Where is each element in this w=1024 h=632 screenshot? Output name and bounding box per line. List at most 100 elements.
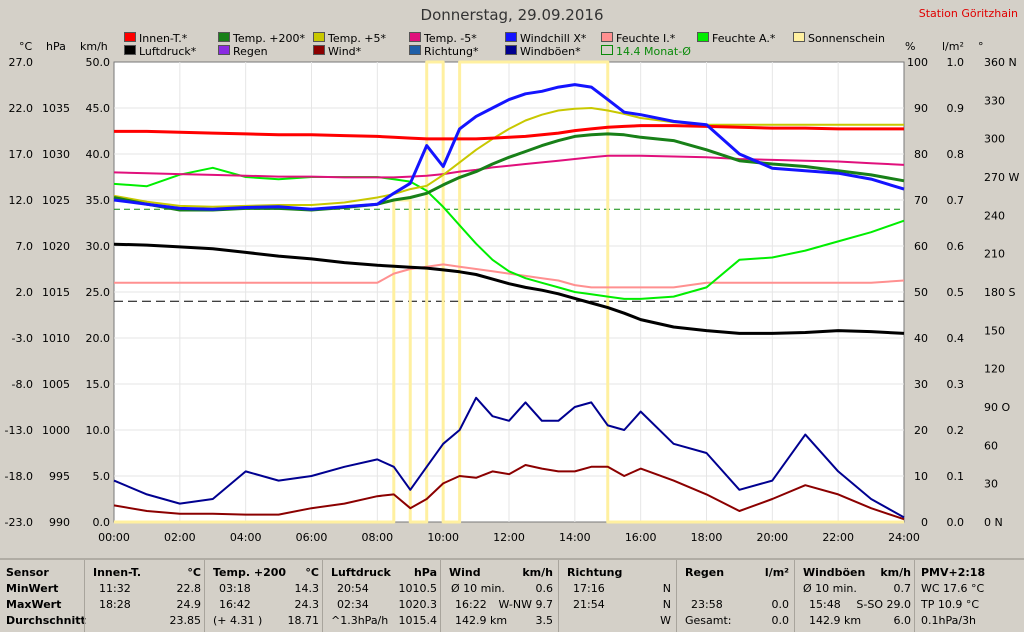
stats-row-label: Durchschnitt <box>6 614 86 627</box>
legend-item: Temp. -5* <box>409 32 477 45</box>
tick-label-time: 14:00 <box>559 531 591 544</box>
stats-time: 18:28 <box>99 598 131 611</box>
legend-swatch <box>409 32 421 42</box>
tick-label-direction: 300 <box>984 133 1005 146</box>
tick-label-rain: 0.5 <box>947 286 965 299</box>
stats-value: 14.3 <box>294 582 320 595</box>
series-line-wind <box>113 464 905 521</box>
legend-item: 14.4 Monat-Ø <box>601 45 691 58</box>
tick-label-direction: 150 <box>984 324 1005 337</box>
tick-label-time: 18:00 <box>691 531 723 544</box>
stats-row-label: MaxWert <box>6 598 62 611</box>
tick-label-direction: 60 <box>984 439 998 452</box>
series-line-innen-t <box>114 124 904 141</box>
stats-value: 24.3 <box>294 598 320 611</box>
tick-label-time: 10:00 <box>427 531 459 544</box>
tick-label-direction: 90 O <box>984 401 1010 414</box>
stats-unit: l/m² <box>764 566 789 579</box>
stats-value: 6.0 <box>893 614 912 627</box>
series-line-windchill-x <box>113 83 905 211</box>
station-name: Station Göritzhain <box>918 7 1018 20</box>
tick-label-pressure: 1020 <box>42 240 70 253</box>
legend-label: Temp. +5* <box>328 32 387 45</box>
stats-header: Windböen <box>803 566 866 579</box>
legend-item: Innen-T.* <box>124 32 187 45</box>
tick-label-percent: 20 <box>914 424 928 437</box>
unit-celsius: °C <box>19 40 33 53</box>
stats-panel: Sensor MinWert MaxWert Durchschnitt Inne… <box>0 558 1024 632</box>
chart-title: Donnerstag, 29.09.2016 <box>420 6 604 24</box>
tick-label-percent: 0 <box>921 516 928 529</box>
tick-label-rain: 0.3 <box>947 378 965 391</box>
stats-col-regen: Regen l/m² 23:58 0.0 Gesamt: 0.0 <box>676 560 795 632</box>
unit-kmh: km/h <box>80 40 108 53</box>
tick-label-pressure: 1015 <box>42 286 70 299</box>
stats-value: S-SO 29.0 <box>856 598 911 611</box>
stats-time: 16:22 <box>455 598 487 611</box>
stats-header: Richtung <box>567 566 623 579</box>
stats-value: W <box>660 614 671 627</box>
tick-label-temp: 12.0 <box>9 194 34 207</box>
tick-label-kmh: 40.0 <box>86 148 111 161</box>
tick-label-rain: 0.7 <box>947 194 965 207</box>
legend-label: Wind* <box>328 45 362 58</box>
tick-label-temp: 2.0 <box>16 286 34 299</box>
stats-value: 0.0 <box>771 598 790 611</box>
series-line-feuchte-i <box>114 263 905 289</box>
tick-label-rain: 0.1 <box>947 470 965 483</box>
legend-swatch <box>409 45 421 55</box>
tick-label-temp: -13.0 <box>5 424 33 437</box>
legend-swatch <box>601 32 613 42</box>
stats-time: 17:16 <box>573 582 605 595</box>
tick-label-time: 04:00 <box>230 531 262 544</box>
series-line-sonnenschein <box>114 60 904 524</box>
stats-total-label: Gesamt: <box>685 614 732 627</box>
tick-label-direction: 210 <box>984 248 1005 261</box>
stats-value: 24.9 <box>176 598 202 611</box>
tick-label-pressure: 990 <box>49 516 70 529</box>
unit-hpa: hPa <box>46 40 66 53</box>
stats-trend: ^1.3hPa/h <box>331 614 389 627</box>
stats-value: N <box>662 582 671 595</box>
stats-col-druck: Luftdruck hPa 20:54 1010.5 02:34 1020.3 … <box>322 560 441 632</box>
stats-value: 0.7 <box>893 582 912 595</box>
stats-col-innen: Innen-T. °C 11:32 22.8 18:28 24.9 23.85 <box>84 560 205 632</box>
stats-value: 0.6 <box>535 582 554 595</box>
stats-distance: 142.9 km <box>809 614 862 627</box>
tick-label-percent: 50 <box>914 286 928 299</box>
tick-label-percent: 80 <box>914 148 928 161</box>
tick-label-kmh: 30.0 <box>86 240 111 253</box>
tick-label-rain: 0.8 <box>947 148 965 161</box>
legend-label: Regen <box>233 45 268 58</box>
tick-label-kmh: 15.0 <box>86 378 111 391</box>
stats-col-richtung: Richtung 17:16 N 21:54 N W <box>558 560 677 632</box>
legend-swatch <box>697 32 709 42</box>
tick-label-direction: 180 S <box>984 286 1015 299</box>
tick-label-temp: -18.0 <box>5 470 33 483</box>
stats-header: PMV+2:18 <box>921 566 986 579</box>
series-line-temp-5 <box>113 107 904 208</box>
stats-unit: °C <box>187 566 201 579</box>
tick-label-time: 00:00 <box>98 531 130 544</box>
unit-degree: ° <box>978 40 984 53</box>
legend-swatch <box>505 45 517 55</box>
stats-col-temp: Temp. +200 °C 03:18 14.3 16:42 24.3 (+ 4… <box>204 560 323 632</box>
stats-value: 1010.5 <box>398 582 438 595</box>
stats-value: N <box>662 598 671 611</box>
stats-time: 21:54 <box>573 598 605 611</box>
legend-swatch <box>218 32 230 42</box>
tick-label-direction: 0 N <box>984 516 1003 529</box>
stats-value: 1020.3 <box>398 598 438 611</box>
legend-label: Windchill X* <box>520 32 587 45</box>
tick-label-rain: 0.4 <box>947 332 965 345</box>
tick-label-pressure: 1025 <box>42 194 70 207</box>
stats-unit: hPa <box>413 566 437 579</box>
tick-label-direction: 330 <box>984 94 1005 107</box>
legend-item: Sonnenschein <box>793 32 885 45</box>
stats-time: Ø 10 min. <box>451 582 505 595</box>
legend-item: Richtung* <box>409 45 478 58</box>
legend-swatch <box>313 32 325 42</box>
tick-label-kmh: 25.0 <box>86 286 111 299</box>
series-line-feuchte-a <box>113 166 905 300</box>
tick-label-direction: 240 <box>984 209 1005 222</box>
